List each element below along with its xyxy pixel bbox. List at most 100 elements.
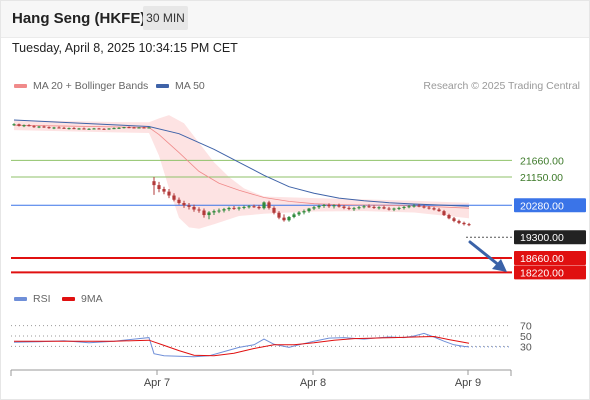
bollinger-band-area [14,115,469,229]
candle-body [162,189,166,192]
candle-body [57,127,61,129]
candle-body [372,206,376,208]
legend-rsi: RSI [14,293,51,305]
candle-body [37,126,41,128]
instrument-title: Hang Seng (HKFE) [12,10,146,27]
candle-body [117,127,121,129]
level-label-box-5 [514,265,586,280]
timestamp: Tuesday, April 8, 2025 10:34:15 PM CET [12,41,238,55]
rsi-tick-label: 70 [520,321,532,333]
candle-body [132,127,136,129]
ma20-line [13,124,470,209]
rsi-series-ma9 [14,335,470,357]
rsi-ma-swatch [62,297,75,301]
candle-body [142,127,146,129]
legend-ma20-label: MA 20 + Bollinger Bands [33,80,149,92]
candle-body [127,127,131,129]
x-tick-label: Apr 8 [300,377,326,389]
level-label-4: 18660.00 [520,253,564,265]
candle-body [32,126,36,128]
candle-body [382,207,386,209]
candle-body [397,207,401,209]
timeframe-button[interactable]: 30 MIN [143,6,188,30]
candle-body [227,207,231,210]
legend-rsi-label: RSI [33,293,51,305]
candle-body [42,126,46,128]
candle-body [387,208,391,210]
candle-body [422,206,426,208]
candle-body [287,217,291,221]
candle-body [212,211,216,213]
candle-body [182,203,186,206]
candle-body [22,125,26,127]
x-tick-label: Apr 9 [455,377,481,389]
candle-body [122,127,126,129]
candle-body [352,208,356,210]
candle-body [47,127,51,129]
candle-body [87,128,91,130]
candle-body [187,205,191,207]
candle-body [192,206,196,210]
candle-body [377,207,381,209]
candle-body [452,218,456,221]
candle-body [357,207,361,209]
candle-body [222,209,226,211]
level-label-5: 18220.00 [520,267,564,279]
candle-body [427,207,431,209]
candle-body [277,212,281,218]
header-bar [0,0,590,38]
candle-body [157,185,161,190]
ma50-line [13,119,470,207]
legend-ma50: MA 50 [156,80,205,92]
candle-body [307,208,311,212]
candle-body [362,206,366,208]
candle-body [242,206,246,208]
candle-body [92,128,96,130]
candle-body [297,212,301,215]
legend-rsi-ma: 9MA [62,293,103,305]
candle-body [267,202,271,208]
candle-body [347,207,351,209]
level-label-box-4 [514,251,586,266]
credit-text: Research © 2025 Trading Central [423,80,580,92]
candle-body [82,128,86,130]
candle-body [322,204,326,206]
candle-body [332,205,336,207]
candle-body [17,124,21,126]
ma20-swatch [14,84,27,88]
candle-body [412,205,416,207]
candle-body [207,212,211,216]
rsi-tick-label: 30 [520,341,532,353]
candle-body [317,205,321,208]
candle-body [237,207,241,209]
ma50-swatch [156,84,169,88]
level-label-0: 21660.00 [520,155,564,167]
candle-body [342,206,346,208]
legend-ma20-bb: MA 20 + Bollinger Bands [14,80,148,92]
candle-body [197,209,201,211]
rsi-swatch [14,297,27,301]
candle-body [282,217,286,221]
level-label-1: 21150.00 [520,172,563,184]
candle-body [72,128,76,130]
candle-body [102,128,106,130]
level-label-box-3 [514,230,586,245]
candle-body [432,208,436,210]
level-label-2: 20280.00 [520,200,564,212]
candle-body [447,215,451,219]
forecast-arrow-head [492,259,507,272]
candle-body [257,206,261,209]
candle-body [302,211,306,213]
candle-body [252,206,256,208]
forecast-arrow-shaft [468,240,502,268]
candle-body [172,195,176,200]
candle-body [407,206,411,208]
candle-body [167,191,171,196]
candle-body [312,207,316,209]
candle-body [217,210,221,212]
level-label-box-2 [514,198,586,213]
candle-body [152,181,156,186]
legend-ma50-label: MA 50 [175,80,205,92]
candle-body [272,207,276,213]
